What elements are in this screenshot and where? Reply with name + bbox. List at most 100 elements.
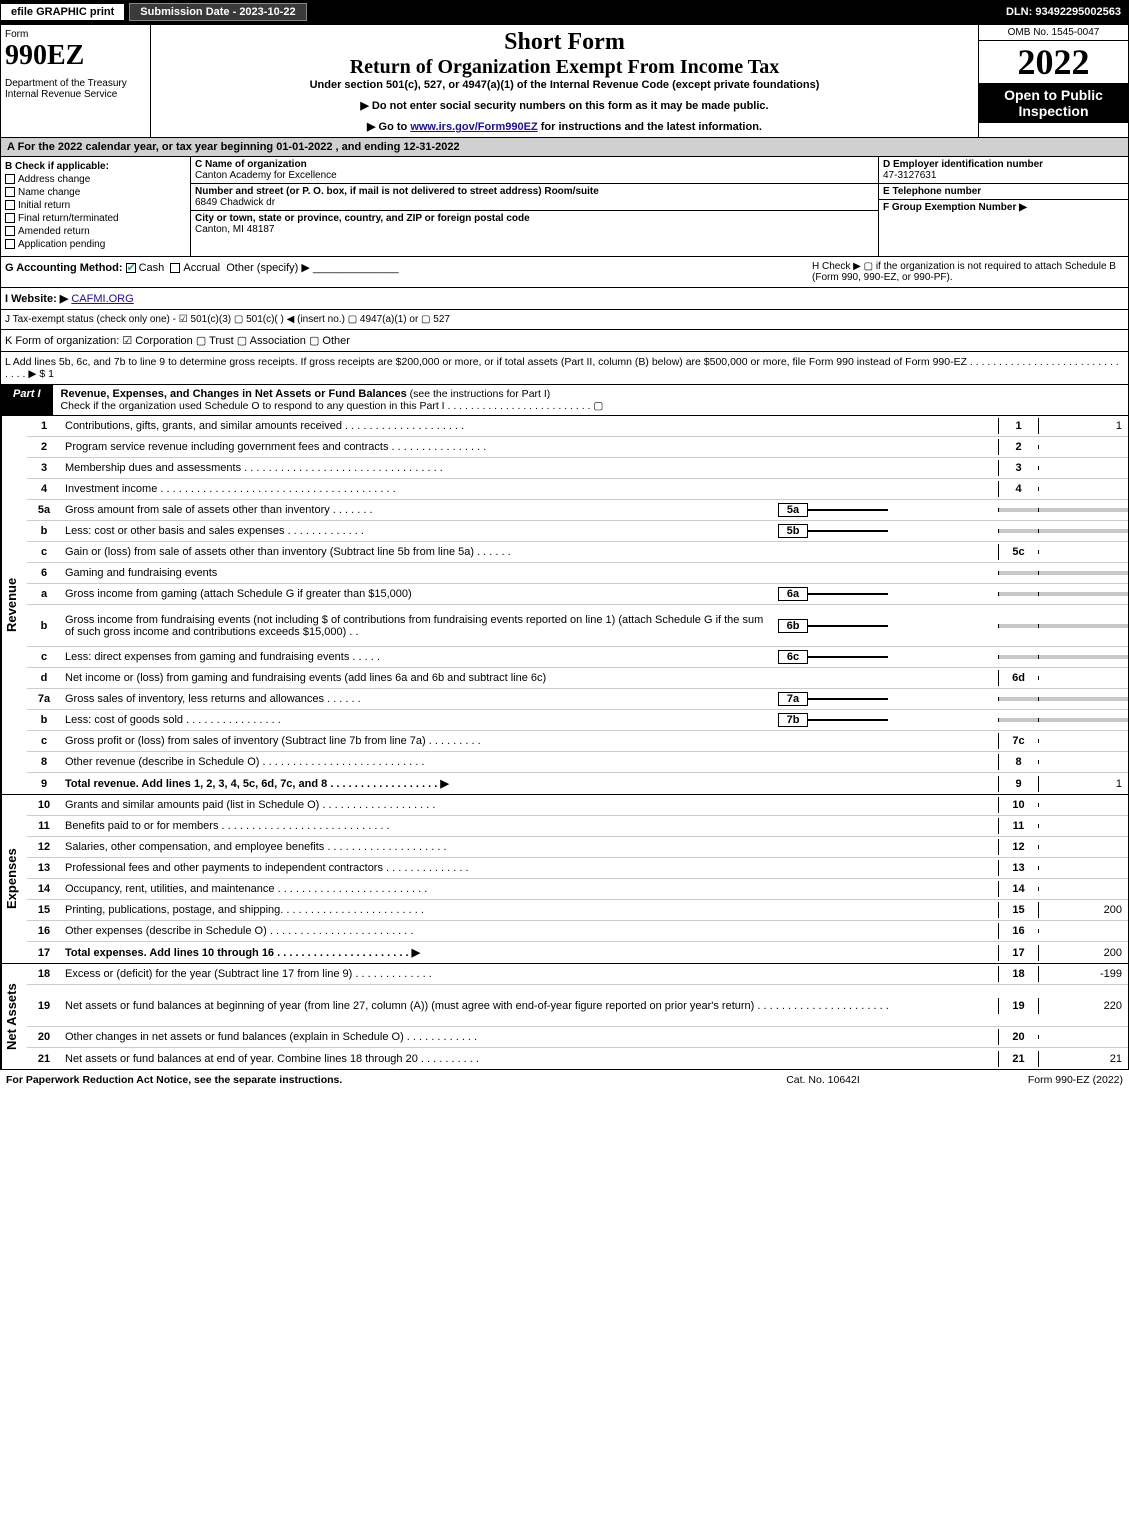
accrual-checkbox[interactable]	[170, 263, 180, 273]
c-city-label: City or town, state or province, country…	[195, 213, 530, 224]
i-label: I Website: ▶	[5, 293, 68, 305]
line-row: 10Grants and similar amounts paid (list …	[27, 795, 1128, 816]
tax-year: 2022	[979, 41, 1128, 83]
line-desc: Total revenue. Add lines 1, 2, 3, 4, 5c,…	[61, 775, 998, 792]
part-i-bar: Part I Revenue, Expenses, and Changes in…	[0, 385, 1129, 416]
revenue-vlabel: Revenue	[1, 416, 27, 794]
part-i-tag: Part I	[1, 385, 53, 415]
mid-num: 6b	[778, 619, 808, 633]
r-val	[1038, 824, 1128, 828]
line-num: 18	[27, 966, 61, 982]
form-header: Form 990EZ Department of the Treasury In…	[0, 24, 1129, 138]
checkbox[interactable]	[5, 174, 15, 184]
r-num: 16	[998, 923, 1038, 939]
f-group-label: F Group Exemption Number ▶	[883, 202, 1027, 213]
efile-print-button[interactable]: efile GRAPHIC print	[0, 3, 125, 21]
r-num: 5c	[998, 544, 1038, 560]
line-num: 15	[27, 902, 61, 918]
line-num: 17	[27, 945, 61, 961]
line-num: 3	[27, 460, 61, 476]
line-row: bLess: cost or other basis and sales exp…	[27, 521, 1128, 542]
line-num: 21	[27, 1051, 61, 1067]
r-num: 18	[998, 966, 1038, 982]
line-desc: Professional fees and other payments to …	[61, 860, 998, 876]
line-num: 13	[27, 860, 61, 876]
line-row: cGross profit or (loss) from sales of in…	[27, 731, 1128, 752]
checkbox[interactable]	[5, 200, 15, 210]
line-desc: Benefits paid to or for members . . . . …	[61, 818, 998, 834]
footer: For Paperwork Reduction Act Notice, see …	[0, 1070, 1129, 1090]
line-desc: Other revenue (describe in Schedule O) .…	[61, 754, 998, 770]
mid-val	[808, 625, 888, 627]
r-num	[998, 529, 1038, 533]
col-b: B Check if applicable: Address changeNam…	[1, 157, 191, 256]
line-num: c	[27, 733, 61, 749]
line-desc: Less: cost or other basis and sales expe…	[61, 523, 778, 539]
footer-right: Form 990-EZ (2022)	[923, 1074, 1123, 1086]
r-num: 7c	[998, 733, 1038, 749]
row-k: K Form of organization: ☑ Corporation ▢ …	[0, 330, 1129, 352]
mid-num: 5b	[778, 524, 808, 538]
expenses-table: Expenses 10Grants and similar amounts pa…	[0, 795, 1129, 964]
line-num: b	[27, 523, 61, 539]
r-num	[998, 655, 1038, 659]
netassets-vlabel: Net Assets	[1, 964, 27, 1069]
checkbox[interactable]	[5, 239, 15, 249]
d-ein-label: D Employer identification number	[883, 159, 1043, 170]
part-i-sub: (see the instructions for Part I)	[407, 388, 551, 400]
r-num: 3	[998, 460, 1038, 476]
r-val: 1	[1038, 776, 1128, 792]
irs-link[interactable]: www.irs.gov/Form990EZ	[410, 121, 537, 133]
r-num	[998, 508, 1038, 512]
line-desc: Total expenses. Add lines 10 through 16 …	[61, 944, 998, 961]
checkbox[interactable]	[5, 187, 15, 197]
line-num: 10	[27, 797, 61, 813]
r-num: 15	[998, 902, 1038, 918]
line-num: 2	[27, 439, 61, 455]
line-desc: Excess or (deficit) for the year (Subtra…	[61, 966, 998, 982]
line-num: b	[27, 712, 61, 728]
org-street: 6849 Chadwick dr	[195, 197, 275, 208]
mid-num: 6c	[778, 650, 808, 664]
website-link[interactable]: CAFMI.ORG	[71, 293, 133, 305]
submission-date-button[interactable]: Submission Date - 2023-10-22	[129, 3, 306, 21]
line-num: 8	[27, 754, 61, 770]
undersection-text: Under section 501(c), 527, or 4947(a)(1)…	[155, 79, 974, 91]
line-num: 11	[27, 818, 61, 834]
r-num: 12	[998, 839, 1038, 855]
g-label: G Accounting Method:	[5, 262, 123, 274]
cash-checkbox[interactable]	[126, 263, 136, 273]
mid-num: 7a	[778, 692, 808, 706]
accrual-label: Accrual	[183, 262, 220, 274]
line-desc: Gaming and fundraising events	[61, 565, 998, 581]
r-val	[1038, 592, 1128, 596]
line-num: c	[27, 649, 61, 665]
part-i-title: Revenue, Expenses, and Changes in Net As…	[61, 388, 407, 400]
top-bar: efile GRAPHIC print Submission Date - 20…	[0, 0, 1129, 24]
r-num: 8	[998, 754, 1038, 770]
checkbox[interactable]	[5, 213, 15, 223]
line-row: aGross income from gaming (attach Schedu…	[27, 584, 1128, 605]
line-row: 3Membership dues and assessments . . . .…	[27, 458, 1128, 479]
line-num: c	[27, 544, 61, 560]
b-header: B Check if applicable:	[5, 161, 186, 172]
checkbox[interactable]	[5, 226, 15, 236]
mid-num: 5a	[778, 503, 808, 517]
line-row: 7aGross sales of inventory, less returns…	[27, 689, 1128, 710]
r-val	[1038, 445, 1128, 449]
line-row: dNet income or (loss) from gaming and fu…	[27, 668, 1128, 689]
line-num: 12	[27, 839, 61, 855]
r-val	[1038, 487, 1128, 491]
revenue-table: Revenue 1Contributions, gifts, grants, a…	[0, 416, 1129, 795]
r-val	[1038, 624, 1128, 628]
org-city: Canton, MI 48187	[195, 224, 275, 235]
line-row: 4Investment income . . . . . . . . . . .…	[27, 479, 1128, 500]
r-val: 200	[1038, 945, 1128, 961]
b-option: Initial return	[5, 200, 186, 211]
row-i: I Website: ▶ CAFMI.ORG	[0, 288, 1129, 310]
r-val	[1038, 887, 1128, 891]
mid-val	[808, 509, 888, 511]
line-desc: Gross sales of inventory, less returns a…	[61, 691, 778, 707]
b-option: Address change	[5, 174, 186, 185]
line-desc: Grants and similar amounts paid (list in…	[61, 797, 998, 813]
